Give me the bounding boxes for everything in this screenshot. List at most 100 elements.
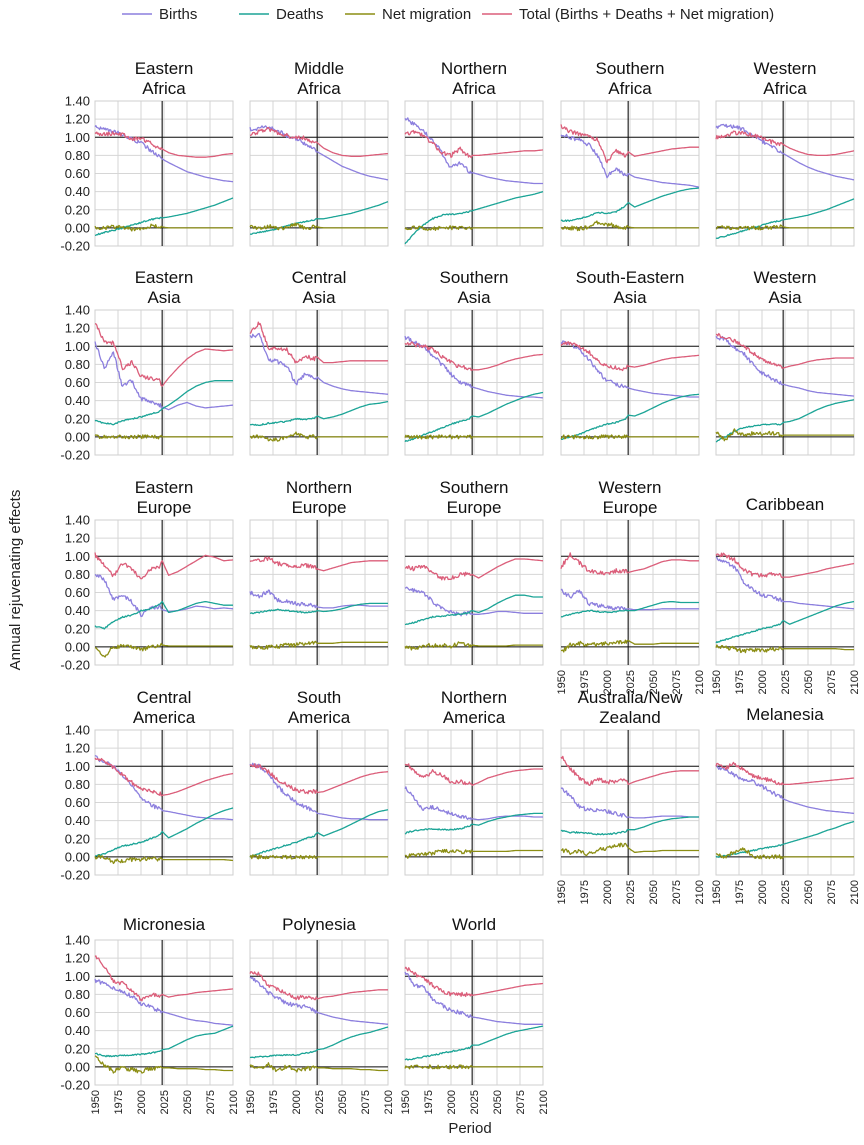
y-tick-label: 1.00: [65, 969, 90, 984]
series-line-deaths: [249, 201, 389, 235]
x-tick-label: 2075: [205, 1090, 217, 1114]
x-tick-label: 1950: [400, 1090, 412, 1114]
y-tick-label: 0.40: [65, 393, 90, 408]
series-line-migration: [561, 639, 699, 653]
panel-title: Asia: [147, 288, 181, 307]
y-tick-label: 0.60: [65, 166, 90, 181]
series-line-total: [94, 552, 234, 580]
panel-frame: [560, 100, 700, 247]
panel-frame: [404, 729, 544, 876]
series-line-births: [404, 117, 543, 185]
x-tick-label: 2100: [694, 880, 706, 904]
x-tick-label: 1975: [423, 1090, 435, 1114]
series-line-deaths: [561, 393, 700, 441]
y-tick-label: 1.00: [65, 549, 90, 564]
series-line-births: [249, 762, 388, 821]
panel-frame: [249, 729, 389, 876]
y-axis-title: Annual rejuvenating effects: [7, 490, 24, 671]
y-tick-label: 1.00: [65, 130, 90, 145]
series-line-migration: [404, 641, 543, 651]
x-tick-label: 2025: [469, 1090, 481, 1114]
x-tick-label: 1950: [245, 1090, 257, 1114]
panel-title: Asia: [613, 288, 647, 307]
x-tick-label: 2050: [337, 1090, 349, 1114]
series-line-migration: [94, 223, 233, 232]
x-tick-label: 2075: [671, 880, 683, 904]
y-tick-label: 0.60: [65, 585, 90, 600]
panel-frame: [715, 519, 855, 666]
x-tick-label: 2025: [159, 1090, 171, 1114]
series-line-migration: [94, 642, 233, 658]
panel-title: Africa: [608, 79, 652, 98]
series-line-deaths: [715, 600, 855, 644]
series-line-deaths: [95, 807, 234, 857]
panel-frame: [249, 100, 389, 247]
y-tick-label: -0.20: [60, 239, 90, 254]
series-line-births: [560, 588, 699, 611]
panel: Melanesia 1950 1975 2000 2025 2050 2075 2100: [711, 705, 861, 904]
x-tick-label: 2025: [780, 670, 792, 694]
series-line-migration: [404, 434, 543, 440]
legend-label: Deaths: [276, 6, 324, 23]
y-tick-label: 0.20: [65, 202, 90, 217]
panel-title: Polynesia: [282, 915, 356, 934]
legend-item: Deaths: [239, 6, 324, 23]
panel-title: Northern: [441, 59, 507, 78]
x-tick-label: 2025: [625, 670, 637, 694]
panel-title: Southern: [596, 59, 665, 78]
legend: Births Deaths Net migration Total (Births +…: [122, 6, 774, 23]
series-line-births: [94, 573, 234, 618]
series-line-migration: [249, 1062, 388, 1073]
panel-title: Europe: [447, 498, 502, 517]
series-line-births: [249, 332, 389, 395]
y-tick-label: 0.00: [65, 1059, 90, 1074]
x-tick-label: 2100: [383, 1090, 395, 1114]
series-line-migration: [715, 847, 854, 860]
series-line-total: [404, 966, 544, 998]
y-tick-label: 0.40: [65, 813, 90, 828]
x-tick-label: 2050: [182, 1090, 194, 1114]
panel-title: Southern: [440, 478, 509, 497]
series-line-births: [715, 123, 855, 181]
y-tick-label: 0.00: [65, 429, 90, 444]
series-line-total: [249, 126, 389, 157]
y-tick-label: -0.20: [60, 1078, 90, 1093]
x-tick-label: 1975: [268, 1090, 280, 1114]
series-line-total: [715, 552, 855, 579]
x-tick-label: 1950: [556, 670, 568, 694]
y-tick-label: 0.60: [65, 1005, 90, 1020]
panel-frame: [249, 309, 389, 456]
panel-title: Western: [754, 59, 817, 78]
x-tick-label: 1950: [711, 880, 723, 904]
panel-title: Western: [754, 268, 817, 287]
x-tick-label: 1975: [113, 1090, 125, 1114]
series-line-deaths: [94, 1025, 234, 1058]
y-tick-label: 0.40: [65, 603, 90, 618]
panel-frame: [249, 939, 389, 1086]
panel: World 1950 1975 2000 2025 2050 2075 2100: [400, 915, 550, 1114]
panel-frame: [404, 100, 544, 247]
series-line-deaths: [560, 187, 700, 222]
panel-frame: [94, 100, 234, 247]
panel-title: Zealand: [599, 708, 660, 727]
y-tick-label: 1.40: [65, 933, 90, 948]
panel-title: Micronesia: [123, 915, 206, 934]
series-line-births: [404, 786, 543, 821]
panel-title: Middle: [294, 59, 344, 78]
x-tick-label: 2075: [826, 880, 838, 904]
series-line-total: [404, 763, 543, 786]
series-line-births: [715, 556, 855, 610]
x-tick-label: 2025: [625, 880, 637, 904]
y-tick-label: 0.40: [65, 1023, 90, 1038]
y-tick-label: 1.00: [65, 759, 90, 774]
x-tick-label: 2075: [826, 670, 838, 694]
x-tick-label: 1950: [90, 1090, 102, 1114]
panel-frame: [94, 729, 234, 876]
x-tick-label: 2050: [803, 670, 815, 694]
